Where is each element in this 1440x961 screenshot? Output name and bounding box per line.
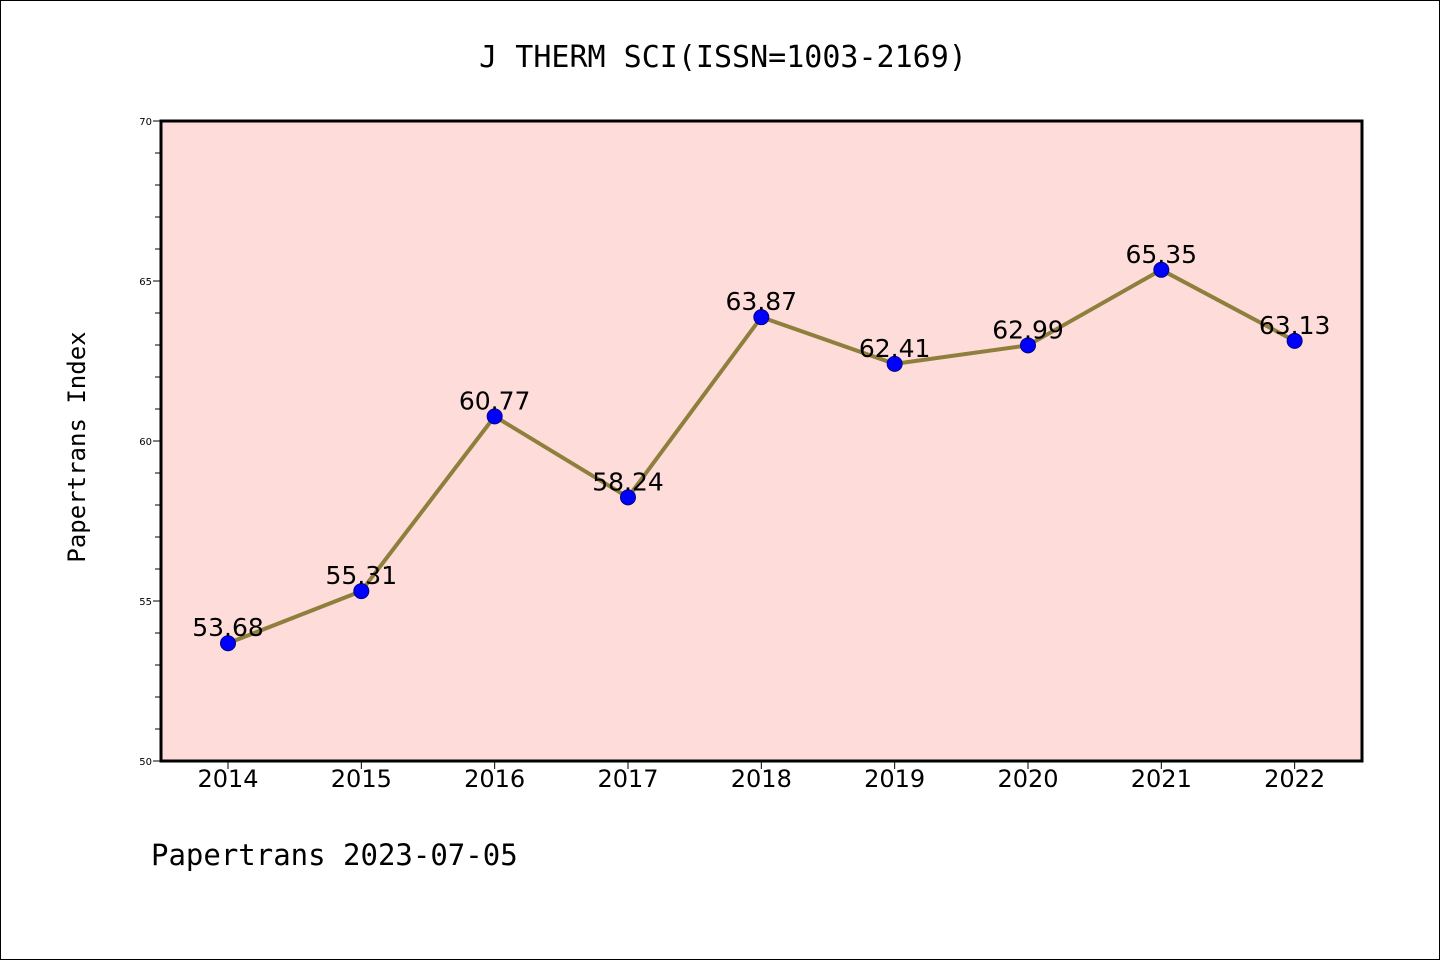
chart-title: J THERM SCI(ISSN=1003-2169) bbox=[479, 40, 967, 75]
y-tick-label: 50 bbox=[139, 757, 152, 768]
data-point bbox=[1286, 332, 1303, 349]
data-point bbox=[486, 408, 503, 425]
x-tick-label: 2014 bbox=[197, 765, 258, 793]
data-point bbox=[1019, 337, 1036, 354]
data-point bbox=[886, 355, 903, 372]
data-label: 53.68 bbox=[192, 613, 264, 642]
x-tick-label: 2019 bbox=[864, 765, 925, 793]
y-tick-label: 70 bbox=[139, 117, 152, 128]
x-tick-label: 2022 bbox=[1264, 765, 1325, 793]
data-label: 65.35 bbox=[1126, 240, 1198, 269]
x-tick-label: 2017 bbox=[597, 765, 658, 793]
y-tick-label: 65 bbox=[139, 277, 152, 288]
data-point bbox=[353, 583, 370, 600]
y-tick-label: 60 bbox=[139, 437, 152, 448]
data-label: 62.41 bbox=[859, 334, 931, 363]
data-point bbox=[619, 489, 636, 506]
series-group: 53.68 55.31 60.77 58.24 63.87 62.41 62.99 65.35… bbox=[192, 240, 1331, 652]
data-label: 55.31 bbox=[326, 561, 398, 590]
data-point bbox=[220, 635, 236, 652]
x-tick-label: 2015 bbox=[331, 765, 392, 793]
plot-area bbox=[161, 121, 1362, 761]
x-tick-label: 2021 bbox=[1131, 765, 1192, 793]
data-label: 63.13 bbox=[1259, 311, 1331, 340]
x-tick-label: 2018 bbox=[731, 765, 792, 793]
footer-date-label: Papertrans 2023-07-05 bbox=[151, 838, 518, 872]
data-point bbox=[753, 309, 770, 326]
x-tick-label: 2016 bbox=[464, 765, 525, 793]
plot-border bbox=[159, 119, 1364, 763]
data-point bbox=[1153, 261, 1170, 278]
y-axis-label: Papertrans Index bbox=[63, 331, 91, 562]
data-label: 63.87 bbox=[726, 287, 798, 316]
y-tick-label: 55 bbox=[139, 597, 152, 608]
data-label: 62.99 bbox=[992, 315, 1064, 344]
x-tick-label: 2020 bbox=[997, 765, 1058, 793]
x-axis-ticks: 2014 2015 2016 2017 2018 2019 2020 2021 2022 bbox=[197, 761, 1325, 793]
data-label: 60.77 bbox=[459, 386, 531, 415]
data-label: 58.24 bbox=[592, 467, 664, 496]
y-axis-ticks: 50 55 60 65 70 bbox=[139, 117, 161, 768]
